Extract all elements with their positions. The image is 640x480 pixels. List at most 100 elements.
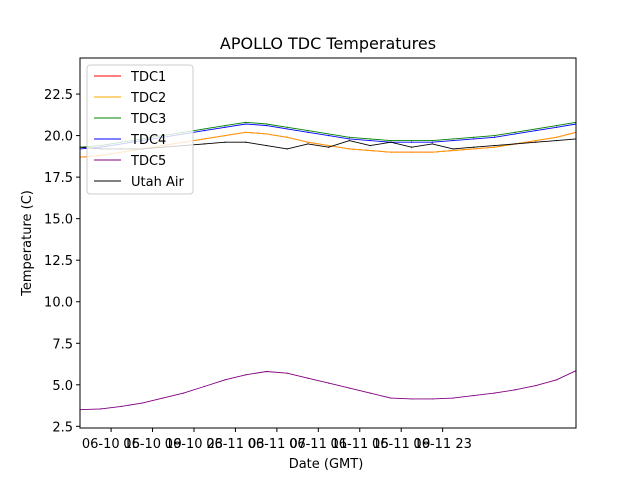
y-axis: 2.5 5.0 7.5 10.0 12.5 15.0 17.5 20.0 22.5: [44, 88, 80, 435]
data-point-utah-air: [514, 143, 516, 145]
x-tick-label: 06-10 19: [123, 437, 181, 452]
data-point-tdc5: [286, 372, 288, 374]
data-point-tdc5: [100, 408, 102, 410]
chart-title: APOLLO TDC Temperatures: [220, 34, 436, 53]
data-point-tdc3: [224, 125, 226, 127]
data-point-tdc4: [224, 126, 226, 128]
data-point-tdc3: [410, 139, 413, 142]
data-point-tdc5: [141, 402, 143, 404]
data-point-tdc4: [473, 138, 475, 140]
x-tick-label: 06-11 03: [206, 437, 264, 452]
data-point-tdc4: [493, 136, 496, 138]
data-point-tdc3: [286, 126, 288, 128]
data-point-tdc5: [535, 385, 537, 387]
x-tick-label: 06-10 15: [82, 437, 140, 452]
data-point-tdc5: [431, 398, 433, 400]
data-point-tdc3: [431, 139, 433, 142]
data-point-tdc4: [245, 123, 247, 125]
data-point-utah-air: [556, 139, 558, 142]
x-tick-label: 06-10 23: [165, 437, 223, 452]
y-tick-label: 2.5: [52, 420, 73, 435]
data-point-tdc2: [245, 131, 247, 133]
legend-label: TDC4: [130, 133, 166, 148]
x-tick-label: 06-11 19: [372, 437, 430, 452]
data-point-utah-air: [245, 141, 247, 143]
data-point-tdc2: [328, 144, 330, 147]
data-point-utah-air: [493, 144, 496, 147]
data-point-utah-air: [369, 144, 371, 147]
data-point-tdc5: [369, 392, 371, 394]
data-point-tdc3: [535, 128, 537, 130]
data-point-tdc2: [473, 148, 475, 150]
y-tick-label: 5.0: [52, 379, 73, 394]
axes-frame: [79, 57, 577, 429]
legend: TDC1 TDC2 TDC3 TDC4 TDC5 Utah Air: [86, 64, 194, 195]
data-point-tdc3: [245, 121, 247, 123]
data-point-tdc4: [556, 126, 558, 128]
data-point-tdc3: [348, 136, 350, 138]
data-point-utah-air: [286, 148, 288, 150]
data-point-tdc2: [390, 151, 392, 153]
data-point-utah-air: [265, 144, 268, 147]
x-tick-label: 06-11 15: [331, 437, 389, 452]
data-point-tdc5: [183, 392, 185, 394]
data-point-tdc4: [431, 141, 433, 143]
data-point-utah-air: [307, 143, 309, 145]
data-point-tdc3: [390, 139, 392, 142]
data-point-tdc5: [556, 379, 558, 381]
data-point-tdc2: [431, 151, 433, 153]
data-point-tdc4: [203, 130, 205, 132]
data-point-tdc5: [224, 379, 226, 381]
data-point-tdc4: [369, 139, 371, 142]
data-point-tdc3: [307, 130, 309, 132]
data-point-tdc4: [535, 130, 537, 132]
data-point-tdc5: [203, 385, 205, 388]
data-point-tdc2: [410, 151, 413, 153]
data-point-utah-air: [224, 141, 226, 143]
data-point-tdc4: [514, 133, 516, 135]
data-point-tdc5: [514, 389, 516, 391]
data-point-tdc5: [390, 397, 392, 399]
y-tick-label: 20.0: [44, 130, 73, 145]
data-point-tdc4: [265, 125, 268, 127]
data-point-utah-air: [452, 148, 454, 150]
data-point-tdc4: [328, 134, 330, 137]
data-point-tdc4: [348, 138, 350, 140]
y-tick-label: 12.5: [44, 254, 73, 269]
data-point-utah-air: [328, 146, 330, 148]
data-point-tdc5: [348, 387, 350, 389]
data-point-tdc4: [307, 131, 309, 133]
data-point-tdc4: [410, 141, 413, 143]
data-point-tdc5: [473, 395, 475, 397]
data-point-tdc5: [493, 392, 496, 394]
data-point-tdc2: [286, 136, 288, 138]
y-tick-label: 10.0: [44, 296, 73, 311]
data-point-tdc5: [410, 398, 413, 400]
data-point-tdc5: [307, 377, 309, 379]
data-point-tdc2: [535, 139, 537, 142]
data-point-tdc2: [493, 146, 496, 148]
data-point-tdc2: [348, 148, 350, 150]
data-point-utah-air: [348, 139, 350, 142]
legend-label: TDC2: [130, 91, 166, 106]
data-point-tdc3: [328, 133, 330, 135]
data-point-tdc5: [452, 397, 454, 399]
data-point-tdc2: [452, 149, 454, 152]
data-point-tdc2: [556, 136, 558, 138]
y-tick-label: 15.0: [44, 213, 73, 228]
data-point-tdc3: [452, 138, 454, 140]
data-point-tdc3: [514, 131, 516, 133]
data-point-tdc5: [245, 374, 247, 376]
legend-label: TDC5: [130, 154, 166, 169]
data-point-utah-air: [203, 143, 205, 145]
data-point-utah-air: [431, 143, 433, 145]
data-point-tdc4: [286, 128, 288, 130]
data-point-tdc2: [265, 133, 268, 135]
data-point-tdc3: [556, 125, 558, 127]
data-point-tdc3: [493, 134, 496, 137]
legend-label: TDC1: [130, 70, 166, 85]
data-point-tdc3: [265, 123, 268, 125]
data-point-utah-air: [390, 141, 392, 143]
